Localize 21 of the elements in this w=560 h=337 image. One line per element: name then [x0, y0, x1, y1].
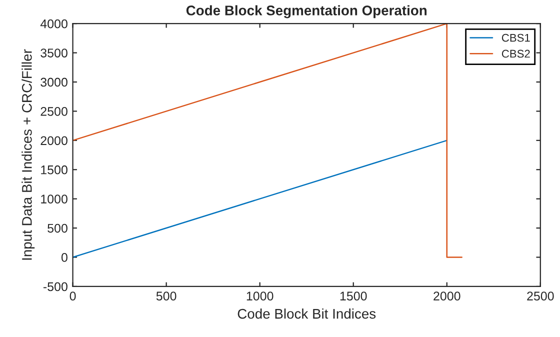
y-tick-label: 0 — [61, 253, 68, 262]
x-tick-label: 2500 — [527, 292, 554, 300]
x-tick-label: 500 — [156, 292, 176, 300]
y-tick-label: 1500 — [41, 165, 68, 174]
y-tick-label: 3500 — [40, 48, 68, 58]
legend-label: CBS1 — [502, 34, 530, 42]
y-tick-label: 3000 — [40, 78, 68, 87]
y-tick-label: 4000 — [40, 19, 68, 28]
x-tick-label: 1500 — [340, 292, 367, 300]
x-tick-label: 2000 — [434, 292, 460, 300]
y-tick-label: 1000 — [41, 194, 68, 204]
x-tick-label: 0 — [70, 292, 76, 300]
chart-title: Code Block Segmentation Operation — [186, 5, 427, 18]
y-tick-label: -500 — [43, 282, 68, 292]
y-tick-label: 500 — [48, 224, 68, 233]
y-tick-label: 2500 — [40, 107, 68, 116]
x-tick-label: 1000 — [246, 292, 274, 300]
legend-label: CBS2 — [502, 50, 530, 58]
y-axis-title: Input Data Bit Indices + CRC/Filler — [22, 49, 35, 260]
y-tick-label: 2000 — [40, 136, 68, 146]
x-axis-title: Code Block Bit Indices — [238, 308, 376, 319]
